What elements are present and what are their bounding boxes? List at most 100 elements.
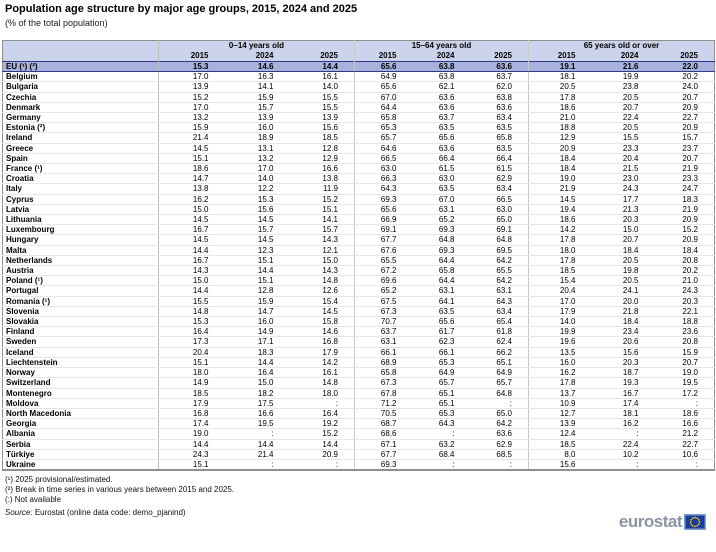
value-cell: 18.4	[654, 245, 715, 256]
country-cell: Montenegro	[2, 387, 159, 399]
value-cell: 15.3	[158, 60, 225, 73]
value-cell: 16.1	[289, 71, 355, 83]
table-row: Estonia (²) 15.9 16.0 15.6 65.3 63.5 63.5 18.8 2…	[2, 122, 715, 134]
value-cell: 18.6	[158, 163, 225, 175]
value-cell: 64.2	[470, 255, 529, 267]
value-cell: 21.0	[528, 112, 592, 124]
value-cell: 18.3	[654, 194, 715, 205]
value-cell: 17.9	[158, 398, 225, 409]
value-cell: 11.9	[289, 183, 355, 195]
value-cell: 20.9	[654, 122, 715, 134]
value-cell: 65.0	[470, 408, 529, 420]
value-cell: 66.1	[412, 346, 471, 358]
value-cell: :	[654, 459, 715, 471]
value-cell: 20.4	[528, 285, 592, 297]
value-cell: 14.5	[528, 194, 592, 205]
value-cell: 15.4	[528, 275, 592, 287]
value-cell: 18.3	[224, 346, 290, 358]
value-cell: 20.2	[654, 265, 715, 277]
value-cell: 16.4	[289, 408, 355, 420]
value-cell: 17.2	[654, 387, 715, 399]
value-cell: 66.2	[470, 346, 529, 358]
value-cell: 23.6	[654, 326, 715, 338]
value-cell: 22.7	[654, 112, 715, 124]
corner-cell	[2, 51, 159, 62]
value-cell: 68.5	[470, 449, 529, 460]
value-cell: 66.5	[354, 153, 413, 165]
table-row: EU (¹) (²) 15.3 14.6 14.4 65.6 63.8 63.6 19.1 21…	[2, 60, 715, 73]
value-cell: 65.7	[412, 377, 471, 389]
value-cell: :	[224, 459, 290, 471]
table-row: Latvia 15.0 15.6 15.1 65.6 63.1 63.0 19.4 21.3 21…	[2, 204, 715, 216]
value-cell: 16.6	[289, 163, 355, 175]
value-cell: 23.8	[591, 81, 655, 93]
country-cell: Albania	[2, 428, 159, 440]
value-cell: 64.3	[470, 296, 529, 307]
value-cell: 10.2	[591, 449, 655, 460]
value-cell: 63.0	[470, 204, 529, 216]
year-header: 2015	[354, 51, 413, 62]
value-cell: 16.8	[158, 408, 225, 420]
year-header: 2025	[654, 51, 715, 62]
country-cell: Bulgaria	[2, 81, 159, 93]
value-cell: 65.3	[412, 357, 471, 369]
value-cell: 64.9	[470, 367, 529, 379]
value-cell: 10.9	[528, 398, 592, 409]
value-cell: 16.2	[528, 367, 592, 379]
value-cell: 63.0	[354, 163, 413, 175]
value-cell: 18.8	[654, 316, 715, 328]
country-cell: France (¹)	[2, 163, 159, 175]
value-cell: 18.6	[528, 102, 592, 114]
value-cell: 19.9	[591, 71, 655, 83]
value-cell: 63.2	[412, 439, 471, 450]
value-cell: 65.6	[354, 60, 413, 73]
year-header: 2015	[158, 51, 225, 62]
eu-flag-stars	[689, 516, 701, 528]
value-cell: 17.8	[528, 92, 592, 103]
group-header-15-64: 15–64 years old	[354, 40, 529, 51]
year-header: 2025	[289, 51, 355, 62]
value-cell: 15.7	[224, 102, 290, 114]
value-cell: 65.7	[354, 132, 413, 144]
country-cell: Liechtenstein	[2, 357, 159, 369]
table-row: Moldova 17.9 17.5:71.2 65.1:10.9 17.4:	[2, 398, 715, 409]
value-cell: 14.8	[289, 275, 355, 287]
value-cell: :	[412, 428, 471, 440]
value-cell: 17.0	[224, 163, 290, 175]
value-cell: 14.9	[224, 326, 290, 338]
value-cell: 19.0	[654, 367, 715, 379]
value-cell: 65.1	[412, 387, 471, 399]
table-row: Belgium 17.0 16.3 16.1 64.9 63.8 63.7 18.1 19.9 2…	[2, 71, 715, 83]
value-cell: 63.4	[470, 306, 529, 318]
value-cell: 17.0	[528, 296, 592, 307]
value-cell: 22.1	[654, 306, 715, 318]
value-cell: 20.9	[654, 234, 715, 246]
value-cell: 20.3	[591, 357, 655, 369]
value-cell: 17.0	[158, 71, 225, 83]
value-cell: 12.1	[289, 245, 355, 256]
value-cell: 20.6	[591, 336, 655, 348]
value-cell: 23.0	[591, 173, 655, 185]
value-cell: :	[470, 459, 529, 471]
value-cell: 63.6	[470, 60, 529, 73]
year-header: 2025	[470, 51, 529, 62]
value-cell: 16.0	[224, 122, 290, 134]
value-cell: 63.5	[412, 122, 471, 134]
value-cell: 14.4	[224, 439, 290, 450]
value-cell: :	[289, 398, 355, 409]
value-cell: 13.8	[158, 183, 225, 195]
value-cell: 18.2	[224, 387, 290, 399]
value-cell: 61.5	[470, 163, 529, 175]
value-cell: 15.6	[289, 122, 355, 134]
value-cell: 20.7	[591, 102, 655, 114]
value-cell: 15.6	[528, 459, 592, 471]
value-cell: 63.1	[470, 285, 529, 297]
value-cell: 20.7	[654, 153, 715, 165]
value-cell: :	[654, 398, 715, 409]
value-cell: 14.2	[528, 224, 592, 236]
value-cell: 20.7	[591, 234, 655, 246]
value-cell: 20.5	[591, 122, 655, 134]
value-cell: 15.7	[654, 132, 715, 144]
value-cell: 63.6	[412, 92, 471, 103]
value-cell: 18.1	[528, 71, 592, 83]
